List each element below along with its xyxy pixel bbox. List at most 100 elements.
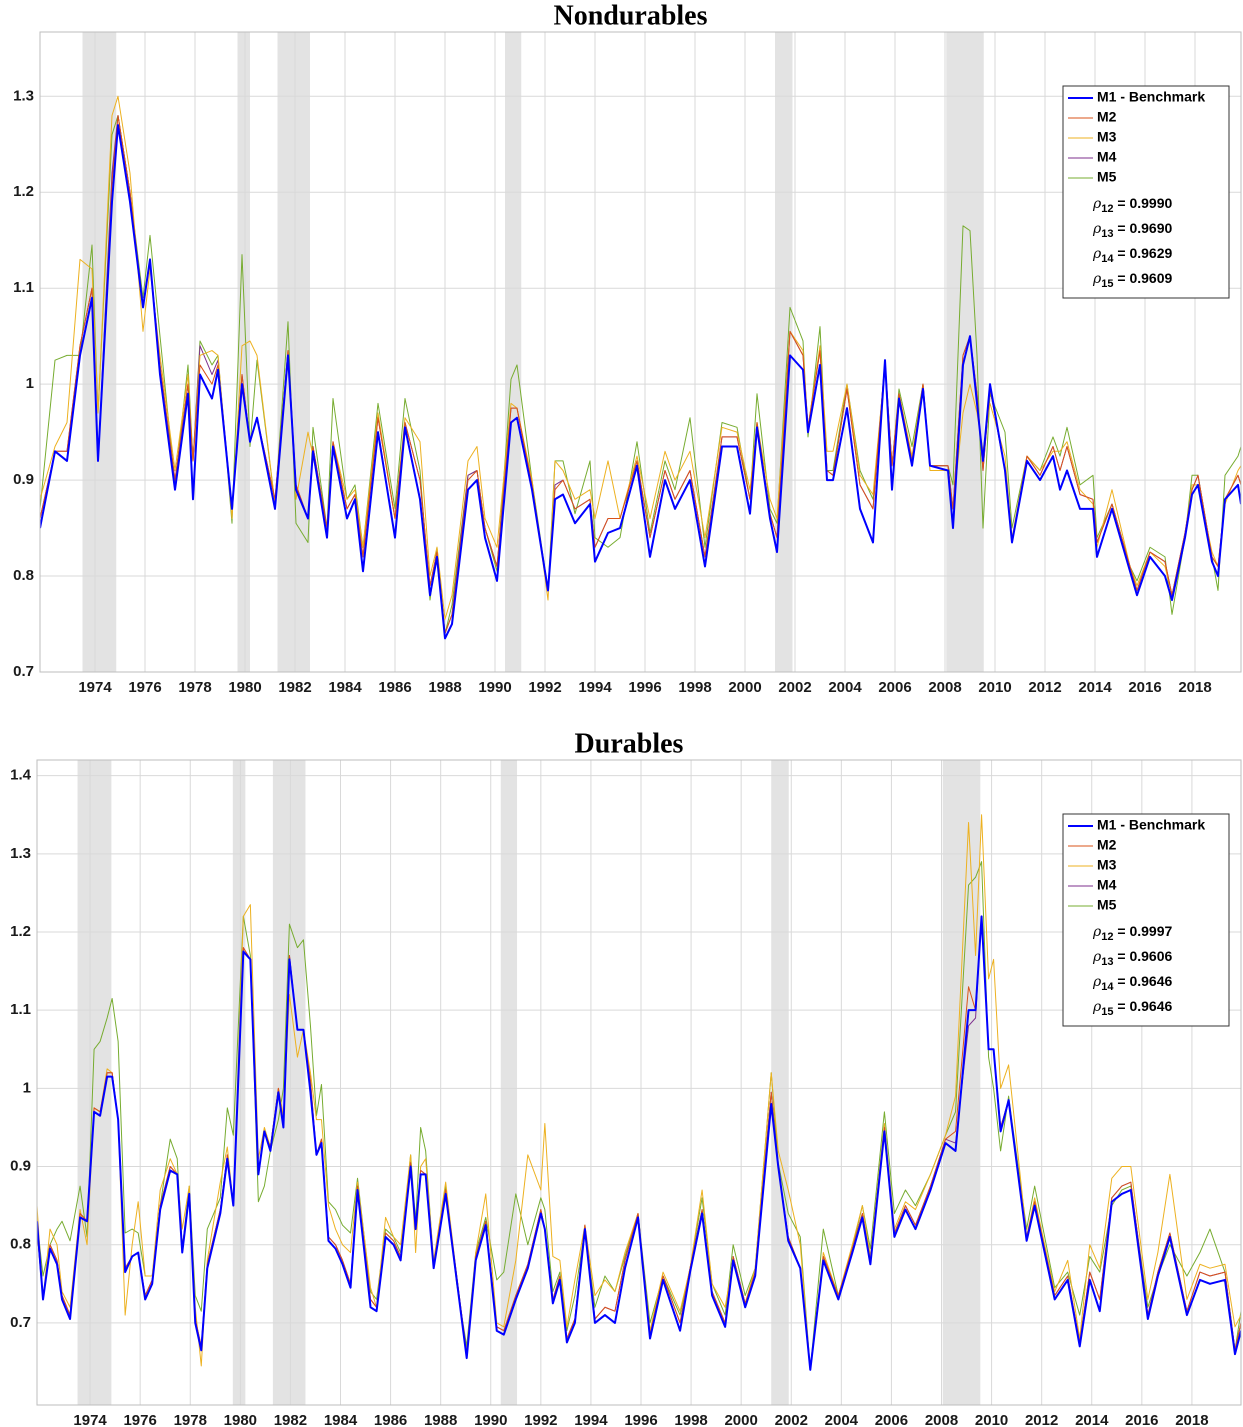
recession-band xyxy=(946,32,984,672)
y-tick-label: 0.8 xyxy=(13,567,34,584)
series-group xyxy=(40,95,1241,640)
x-tick-label: 2010 xyxy=(978,679,1011,696)
x-tick-label: 1990 xyxy=(474,1412,507,1427)
x-tick-label: 1986 xyxy=(378,679,411,696)
rho-subscript: 15 xyxy=(1101,1006,1113,1018)
rho-value: = 0.9690 xyxy=(1113,220,1172,236)
rho-value: = 0.9990 xyxy=(1113,195,1172,211)
x-tick-label: 2012 xyxy=(1028,679,1061,696)
rho-symbol: ρ xyxy=(1092,999,1102,1015)
correlation-annotation: ρ14 = 0.9646 xyxy=(1092,973,1172,993)
x-tick-label: 1996 xyxy=(624,1412,657,1427)
series-group xyxy=(37,814,1241,1371)
rho-symbol: ρ xyxy=(1092,221,1102,237)
correlation-annotation: ρ12 = 0.9990 xyxy=(1092,195,1172,215)
x-tick-label: 2004 xyxy=(828,679,862,696)
x-tick-label: 1998 xyxy=(678,679,711,696)
rho-subscript: 12 xyxy=(1101,203,1113,215)
series-line xyxy=(40,95,1241,620)
x-tick-label: 1974 xyxy=(73,1412,107,1427)
correlation-annotation: ρ15 = 0.9646 xyxy=(1092,998,1172,1018)
y-tick-label: 0.9 xyxy=(13,471,34,488)
x-tick-label: 1978 xyxy=(178,679,211,696)
chart-title: Nondurables xyxy=(553,0,707,31)
legend-box xyxy=(1062,85,1230,299)
correlation-annotation: ρ13 = 0.9606 xyxy=(1092,948,1172,968)
series-line xyxy=(40,124,1241,640)
recession-band xyxy=(500,760,518,1405)
correlation-annotation: ρ12 = 0.9997 xyxy=(1092,923,1172,943)
recession-band xyxy=(272,760,306,1405)
legend-label: M4 xyxy=(1097,149,1117,165)
x-tick-label: 1982 xyxy=(278,679,311,696)
x-tick-label: 2010 xyxy=(975,1412,1008,1427)
y-tick-label: 1.1 xyxy=(10,1001,31,1018)
x-tick-label: 2018 xyxy=(1178,679,1211,696)
x-tick-label: 1994 xyxy=(574,1412,608,1427)
y-tick-label: 0.7 xyxy=(13,663,34,680)
rho-value: = 0.9646 xyxy=(1113,973,1172,989)
x-tick-label: 2018 xyxy=(1175,1412,1208,1427)
y-tick-label: 0.7 xyxy=(10,1314,31,1331)
y-tick-label: 1.4 xyxy=(10,767,32,784)
rho-value: = 0.9646 xyxy=(1113,998,1172,1014)
y-tick-label: 1.3 xyxy=(10,845,31,862)
correlation-annotation: ρ14 = 0.9629 xyxy=(1092,245,1172,265)
x-tick-label: 1992 xyxy=(524,1412,557,1427)
y-tick-label: 1 xyxy=(23,1079,31,1096)
rho-symbol: ρ xyxy=(1092,196,1102,212)
rho-value: = 0.9606 xyxy=(1113,948,1172,964)
x-tick-label: 2000 xyxy=(724,1412,757,1427)
legend-label: M3 xyxy=(1097,857,1117,873)
x-tick-label: 2008 xyxy=(928,679,961,696)
series-line xyxy=(37,814,1241,1371)
legend-label: M2 xyxy=(1097,109,1117,125)
x-tick-label: 1976 xyxy=(123,1412,156,1427)
y-tick-label: 0.8 xyxy=(10,1236,31,1253)
x-tick-label: 1984 xyxy=(324,1412,358,1427)
x-tick-label: 1976 xyxy=(128,679,161,696)
x-tick-label: 1998 xyxy=(674,1412,707,1427)
rho-value: = 0.9609 xyxy=(1113,270,1172,286)
plot-area xyxy=(37,760,1241,1405)
y-tick-label: 1.1 xyxy=(13,279,34,296)
rho-value: = 0.9629 xyxy=(1113,245,1172,261)
x-tick-label: 1988 xyxy=(424,1412,457,1427)
rho-subscript: 13 xyxy=(1101,228,1113,240)
x-tick-label: 2012 xyxy=(1025,1412,1058,1427)
y-tick-label: 0.9 xyxy=(10,1158,31,1175)
rho-subscript: 15 xyxy=(1101,278,1113,290)
rho-symbol: ρ xyxy=(1092,949,1102,965)
recession-band xyxy=(771,760,789,1405)
legend-label: M5 xyxy=(1097,169,1117,185)
chart-title: Durables xyxy=(575,728,684,759)
x-tick-label: 1988 xyxy=(428,679,461,696)
y-tick-label: 1.3 xyxy=(13,87,34,104)
legend-box xyxy=(1062,813,1230,1027)
legend-label: M3 xyxy=(1097,129,1117,145)
axes-frame xyxy=(36,759,1242,1406)
rho-subscript: 12 xyxy=(1101,931,1113,943)
series-line xyxy=(40,114,1241,635)
x-tick-label: 2004 xyxy=(825,1412,859,1427)
recession-band xyxy=(277,32,310,672)
rho-subscript: 13 xyxy=(1101,956,1113,968)
x-tick-label: 2008 xyxy=(925,1412,958,1427)
rho-subscript: 14 xyxy=(1101,253,1114,265)
x-tick-label: 2002 xyxy=(775,1412,808,1427)
legend-label: M1 - Benchmark xyxy=(1097,817,1205,833)
rho-symbol: ρ xyxy=(1092,246,1102,262)
x-tick-label: 1996 xyxy=(628,679,661,696)
correlation-annotation: ρ13 = 0.9690 xyxy=(1092,220,1172,240)
legend-label: M1 - Benchmark xyxy=(1097,89,1205,105)
x-tick-label: 2002 xyxy=(778,679,811,696)
x-tick-label: 2006 xyxy=(878,679,911,696)
x-tick-label: 1980 xyxy=(224,1412,257,1427)
x-tick-label: 2014 xyxy=(1078,679,1112,696)
x-tick-label: 2016 xyxy=(1128,679,1161,696)
x-tick-label: 1982 xyxy=(274,1412,307,1427)
panel: 0.7 0.8 0.9 1 1.1 1.2 1.3 1.4 1974 1976 1978 1980 19… xyxy=(10,728,1242,1427)
